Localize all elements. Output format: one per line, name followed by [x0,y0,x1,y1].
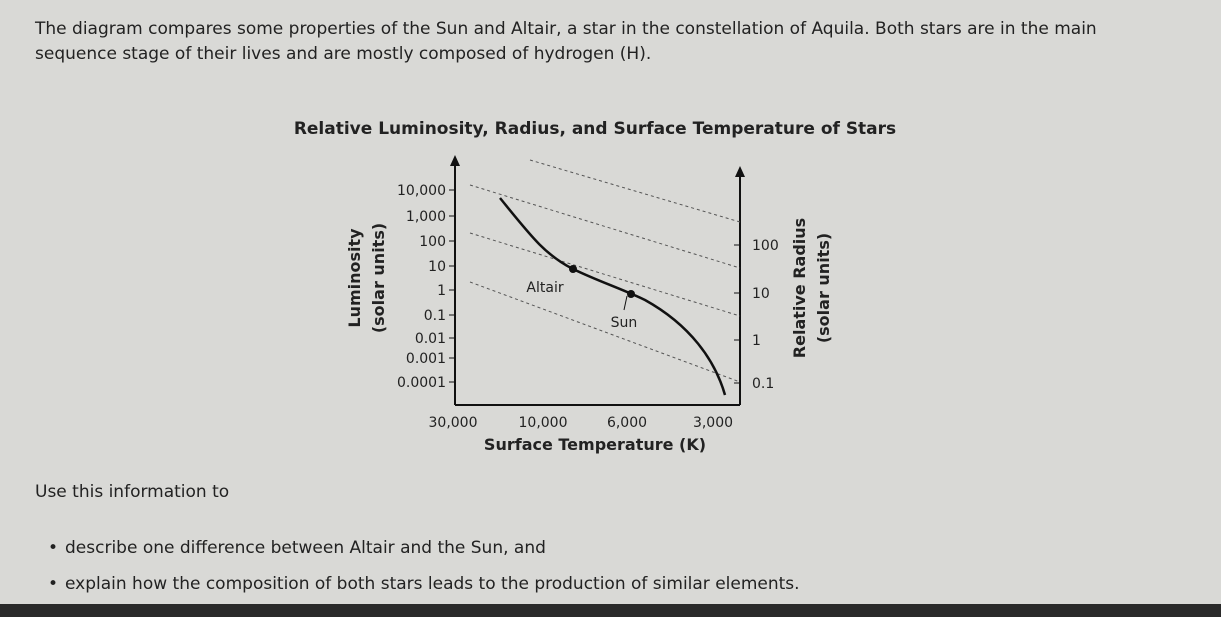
y-tick-label: 0.0001 [397,375,446,391]
star-dot [569,265,577,273]
y-axis-label: Luminosity [345,228,364,328]
radius-lines [469,159,741,383]
x-tick-label: 6,000 [607,415,647,431]
x-axis-label: Surface Temperature (K) [484,435,706,454]
bottom-bar [0,604,1221,617]
y-tick-label: 10,000 [397,183,446,199]
star-label: Altair [526,280,563,296]
intro-text: The diagram compares some properties of … [35,19,1097,64]
bullet: • [48,574,59,594]
prompt: Use this information to [35,482,230,502]
task: describe one difference between Altair a… [65,538,546,558]
figure-title: Relative Luminosity, Radius, and Surface… [294,119,896,139]
y-tick-label: 0.1 [424,308,446,324]
y2-axis-label: Relative Radius [790,218,809,358]
y-tick-label: 0.001 [406,351,446,367]
task: explain how the composition of both star… [65,574,800,594]
y2-tick-label: 10 [752,286,770,302]
main-sequence [499,197,727,396]
y-tick-label: 0.01 [415,331,446,347]
arrow [735,166,745,177]
y2-axis-unit: (solar units) [814,233,833,343]
ticks: 10,0001,0001001010.10.010.0010.000110010… [397,183,779,431]
y-tick-label: 1 [437,283,446,299]
y2-tick-label: 1 [752,333,761,349]
y-tick-label: 1,000 [406,209,446,225]
pointer [623,295,628,311]
x-tick-label: 10,000 [519,415,568,431]
x-tick-label: 30,000 [429,415,478,431]
x-tick-label: 3,000 [693,415,733,431]
star-dot [627,290,635,298]
y2-tick-label: 100 [752,238,779,254]
y2-tick-label: 0.1 [752,376,774,392]
arrow [450,155,460,166]
bullet: • [48,538,59,558]
y-tick-label: 10 [428,259,446,275]
y-axis-unit: (solar units) [369,223,388,333]
y-tick-label: 100 [419,234,446,250]
star-label: Sun [611,315,638,331]
